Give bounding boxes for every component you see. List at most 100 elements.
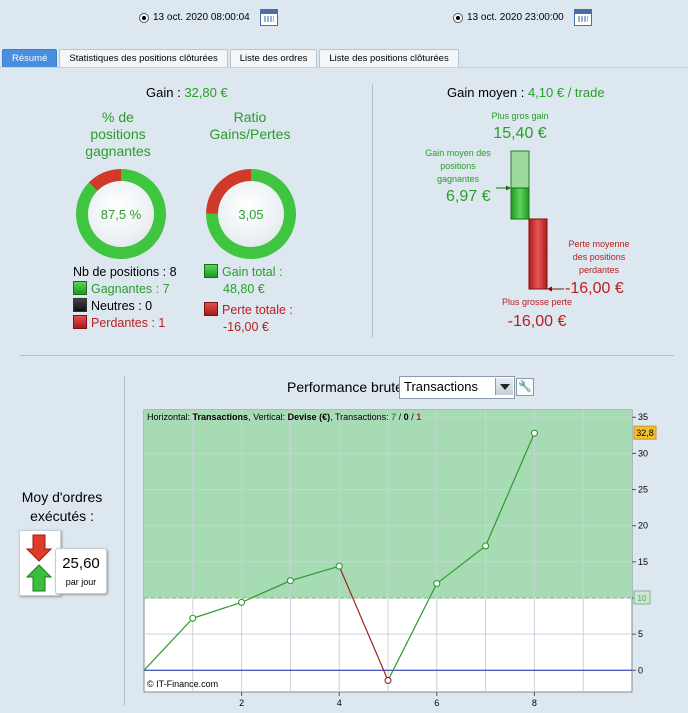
- gain-segment: [241, 580, 291, 603]
- svg-text:10: 10: [638, 594, 647, 603]
- gain-segment: [436, 545, 486, 585]
- plus-grosse-perte-label: Plus grosse perte: [501, 297, 573, 307]
- green-square-icon: [204, 264, 218, 278]
- gain-segment: [387, 583, 438, 681]
- gain-moyen-gagnantes-value: 6,97 €: [446, 188, 491, 205]
- label-line: perdantes: [578, 265, 620, 275]
- x-tick-label: 2: [239, 698, 244, 708]
- orders-value: 25,60: [62, 555, 100, 572]
- legend-neutres: Neutres : 0: [73, 298, 177, 315]
- section-divider: [372, 84, 373, 338]
- red-square-icon: [73, 315, 87, 329]
- label-line: des positions: [572, 252, 626, 262]
- gain-moyen-label: Gain moyen :: [447, 85, 525, 100]
- tab-resume[interactable]: Résumé: [2, 49, 58, 67]
- gain-moyen-gagnantes-label: Gain moyen des positions gagnantes: [420, 147, 496, 186]
- data-point: [433, 579, 441, 588]
- orders-value-box: 25,60 par jour: [55, 548, 107, 594]
- y-tick-label: 15: [638, 557, 648, 567]
- end-date-text: 13 oct. 2020 23:00:00: [467, 12, 564, 23]
- data-point: [189, 614, 197, 622]
- positions-legend: Nb de positions : 8 Gagnantes : 7 Neutre…: [73, 264, 177, 332]
- perte-totale: Perte totale : -16,00 €: [204, 302, 293, 336]
- y-axis: 0 5 10 15 20 25 30 35: [632, 412, 648, 675]
- gain-loss-bar-diagram: [496, 150, 564, 292]
- legend-neutres-label: Neutres : 0: [91, 299, 153, 313]
- label-line: Gain moyen des: [425, 148, 491, 158]
- pct-gagnantes-value: 87,5 %: [88, 181, 154, 247]
- orders-widget: 25,60 par jour: [19, 530, 107, 596]
- last-value-badge: 32,8: [633, 425, 657, 440]
- orders-unit: par jour: [65, 577, 97, 587]
- nb-positions: Nb de positions : 8: [73, 265, 177, 279]
- tab-statistiques[interactable]: Statistiques des positions clôturées: [59, 49, 228, 67]
- label-line: Perte moyenne: [568, 239, 630, 249]
- perte-moyenne-label: Perte moyenne des positions perdantes: [563, 238, 635, 277]
- perte-totale-label: Perte totale :: [222, 303, 293, 317]
- tab-liste-ordres[interactable]: Liste des ordres: [229, 49, 318, 67]
- x-tick-label: 8: [532, 698, 537, 708]
- performance-chart: 0 5 10 15 20 25 30 35 2 4 6 8 Horizontal: Transact…: [143, 409, 657, 708]
- orders-title: Moy d'ordres exécutés :: [14, 488, 110, 526]
- perte-moyenne-value: -16,00 €: [565, 280, 624, 297]
- gain-label: Gain :: [146, 85, 181, 100]
- loss-segment: [338, 565, 389, 681]
- y-tick-label: 25: [638, 485, 648, 495]
- performance-series: [143, 429, 538, 684]
- y-tick-label: 30: [638, 448, 648, 458]
- data-point: [530, 429, 538, 437]
- data-point: [335, 562, 343, 570]
- gain-moyen-bar: [510, 187, 530, 220]
- pct-title-line: % de: [102, 109, 134, 125]
- start-date-radio[interactable]: [139, 12, 149, 23]
- end-date-control[interactable]: 13 oct. 2020 23:00:00: [453, 9, 592, 26]
- ratio-title: Ratio Gains/Pertes: [196, 109, 304, 143]
- ratio-value: 3,05: [218, 181, 284, 247]
- calendar-icon[interactable]: [259, 9, 278, 26]
- gain-segment: [192, 601, 242, 619]
- section-divider: [124, 376, 125, 706]
- label-line: gagnantes: [436, 174, 480, 184]
- orders-title-line: Moy d'ordres: [21, 489, 103, 505]
- legend-gagnantes-label: Gagnantes : 7: [91, 282, 170, 296]
- wrench-icon[interactable]: 🔧: [516, 378, 534, 396]
- y-tick-label: 5: [638, 629, 643, 639]
- ratio-title-line: Gains/Pertes: [209, 126, 291, 142]
- data-point: [482, 542, 490, 550]
- gain-summary: Gain : 32,80 €: [146, 85, 228, 100]
- data-point: [238, 598, 246, 606]
- plus-gros-gain-value: 15,40 €: [493, 125, 547, 142]
- end-date-radio[interactable]: [453, 12, 463, 23]
- tab-liste-positions[interactable]: Liste des positions clôturées: [319, 49, 459, 67]
- pct-title-line: positions: [90, 126, 146, 142]
- x-tick-label: 4: [337, 698, 342, 708]
- performance-axis-select[interactable]: Transactions: [399, 376, 515, 399]
- chart-watermark: © IT-Finance.com: [147, 679, 218, 689]
- chevron-down-icon[interactable]: [495, 378, 513, 395]
- plus-gros-gain-label: Plus gros gain: [491, 111, 549, 121]
- gain-segment: [485, 432, 535, 547]
- black-square-icon: [73, 298, 87, 312]
- date-range-bar: 13 oct. 2020 08:00:04 13 oct. 2020 23:00…: [0, 0, 688, 36]
- start-date-control[interactable]: 13 oct. 2020 08:00:04: [139, 9, 278, 26]
- red-square-icon: [204, 302, 218, 316]
- legend-perdantes: Perdantes : 1: [73, 315, 177, 332]
- gain-total-value: 48,80 €: [223, 282, 265, 296]
- gain-total: Gain total : 48,80 €: [204, 264, 282, 298]
- calendar-icon[interactable]: [573, 9, 592, 26]
- x-tick-label: 6: [434, 698, 439, 708]
- pct-title: % de positions gagnantes: [80, 109, 156, 160]
- tab-bar: Résumé Statistiques des positions clôtur…: [2, 49, 459, 67]
- start-date-text: 13 oct. 2020 08:00:04: [153, 12, 250, 23]
- gain-segment: [290, 565, 340, 582]
- gain-total-label: Gain total :: [222, 265, 283, 279]
- green-square-icon: [73, 281, 87, 295]
- orders-card: [19, 530, 61, 596]
- performance-title: Performance brute: [287, 379, 403, 395]
- pct-gagnantes-donut: 87,5 %: [76, 169, 166, 259]
- plus-grosse-perte-value: -16,00 €: [507, 313, 567, 330]
- ratio-title-line: Ratio: [233, 109, 267, 125]
- performance-select-value: Transactions: [404, 379, 478, 394]
- perte-bar: [528, 218, 548, 290]
- data-point: [384, 676, 392, 684]
